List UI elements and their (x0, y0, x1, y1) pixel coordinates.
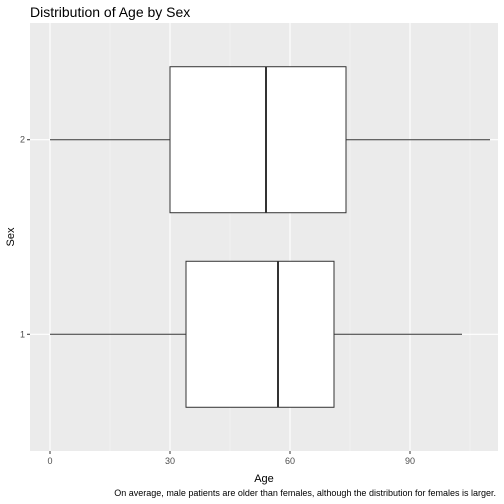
chart-caption: On average, male patients are older than… (114, 488, 496, 498)
x-axis-title: Age (254, 473, 274, 485)
x-tick-label-90: 90 (405, 456, 415, 466)
y-tick-label-2: 2 (20, 135, 25, 145)
box-sex-2 (50, 66, 490, 214)
y-axis-title: Sex (5, 227, 17, 246)
y-axis: 12 (20, 135, 30, 339)
x-tick-label-0: 0 (47, 456, 52, 466)
x-axis: 0 30 60 90 (47, 451, 415, 466)
chart-title: Distribution of Age by Sex (30, 4, 190, 20)
iqr-box-sex-2 (169, 66, 347, 214)
y-tick-label-1: 1 (20, 329, 25, 339)
x-tick-label-60: 60 (285, 456, 295, 466)
box-sex-1 (50, 260, 462, 408)
x-tick-label-30: 30 (165, 456, 175, 466)
iqr-box-sex-1 (185, 260, 335, 408)
boxplots (50, 66, 490, 408)
